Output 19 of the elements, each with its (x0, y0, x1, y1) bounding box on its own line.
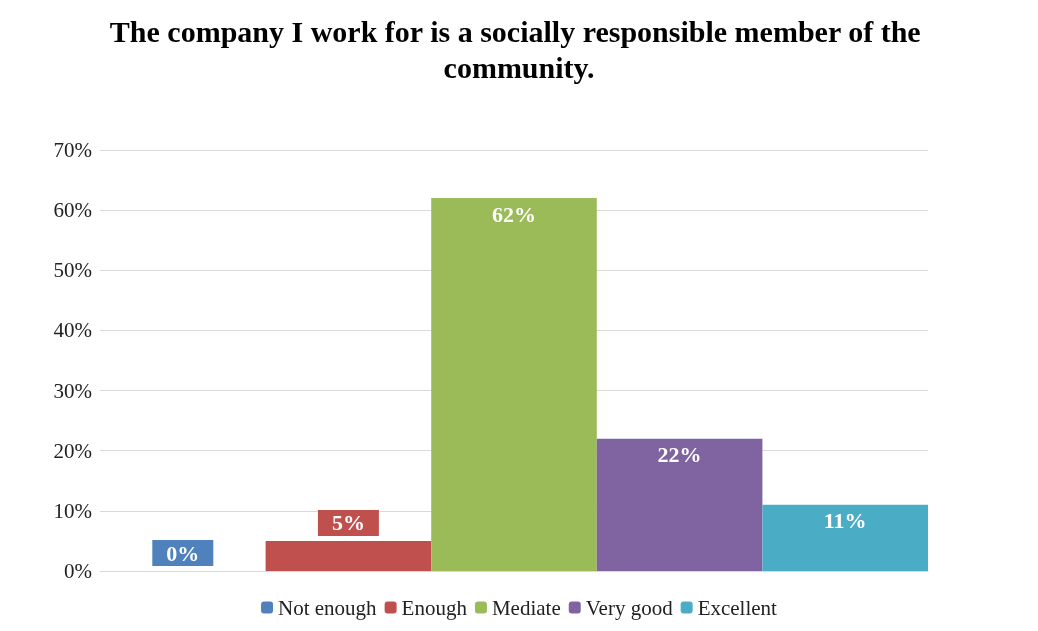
y-tick-label: 30% (53, 378, 92, 403)
data-label: 5% (331, 510, 365, 536)
y-tick-label: 70% (53, 138, 92, 162)
legend-label: Not enough (278, 595, 378, 620)
y-tick-label: 60% (53, 198, 92, 223)
data-label: 11% (823, 508, 867, 534)
chart-title: The company I work for is a socially responsible member of the community. (109, 14, 929, 84)
y-tick-label: 40% (53, 318, 92, 343)
y-tick-label: 20% (53, 438, 92, 463)
legend-label: Very good (585, 595, 674, 620)
legend-label: Excellent (697, 595, 778, 620)
legend-label: Enough (401, 595, 468, 620)
y-tick-label: 0% (64, 559, 92, 583)
y-tick-label: 10% (53, 498, 92, 523)
data-label: 22% (657, 442, 702, 468)
data-label: 62% (492, 201, 536, 227)
legend-label: Mediate (491, 595, 561, 620)
y-tick-label: 50% (53, 258, 92, 283)
data-label: 0% (166, 540, 200, 566)
